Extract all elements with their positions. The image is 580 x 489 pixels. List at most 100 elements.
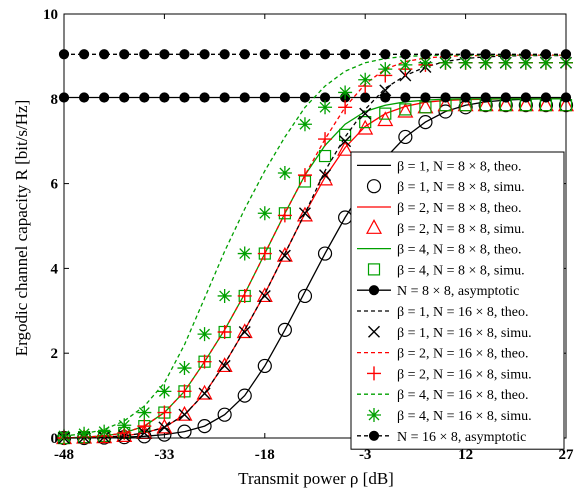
data-point	[276, 246, 293, 262]
legend-entry: β = 1, N = 16 × 8, theo.	[397, 305, 529, 320]
legend-entry: N = 16 × 8, asymptotic	[397, 430, 526, 445]
data-point	[400, 49, 411, 60]
data-point	[218, 359, 231, 372]
legend-marker	[367, 366, 381, 381]
legend-entry: β = 4, N = 16 × 8, theo.	[397, 388, 529, 403]
data-point	[238, 326, 251, 338]
data-point	[99, 49, 110, 60]
x-axis: -48 -33 -18 -3 12 27	[54, 14, 574, 463]
data-point	[460, 49, 471, 60]
data-point	[78, 92, 90, 103]
data-point	[297, 288, 313, 304]
data-point	[318, 132, 333, 147]
data-point	[197, 419, 212, 434]
legend-entry: β = 2, N = 8 × 8, theo.	[397, 201, 522, 216]
data-point	[319, 169, 332, 182]
data-point	[239, 49, 250, 60]
data-point	[179, 49, 190, 60]
data-point	[217, 407, 232, 422]
data-point	[159, 92, 170, 103]
data-point	[359, 107, 372, 120]
data-point	[196, 384, 213, 400]
data-point	[178, 408, 191, 421]
legend-entry: β = 2, N = 16 × 8, theo.	[397, 347, 529, 362]
data-point	[498, 55, 513, 70]
data-point	[197, 327, 212, 342]
data-point	[179, 92, 190, 103]
data-point	[520, 92, 531, 103]
data-point	[256, 287, 273, 303]
data-point	[156, 418, 173, 434]
data-point	[379, 107, 392, 120]
data-point	[380, 92, 391, 103]
data-point	[518, 55, 533, 70]
data-point	[119, 92, 130, 103]
legend-marker	[367, 408, 381, 422]
y-tick-label: 10	[43, 7, 58, 23]
data-point	[297, 117, 312, 132]
data-point	[236, 323, 253, 339]
x-axis-label: Transmit power ρ [dB]	[238, 469, 394, 488]
data-point	[237, 288, 252, 303]
data-point	[278, 249, 291, 262]
legend-entry: β = 4, N = 8 × 8, simu.	[397, 263, 525, 278]
data-point	[379, 84, 392, 97]
data-point	[117, 418, 132, 433]
x-tick-label: -48	[54, 447, 74, 463]
data-point	[319, 49, 331, 60]
data-point	[480, 92, 491, 103]
y-axis-label: Ergodic channel capacity R [bit/s/Hz]	[12, 100, 31, 357]
data-point	[139, 49, 150, 60]
data-point	[199, 49, 210, 60]
data-point	[338, 100, 353, 115]
data-point	[397, 102, 414, 118]
data-point	[257, 246, 272, 261]
data-point	[197, 354, 212, 369]
data-point	[440, 92, 451, 103]
data-point	[216, 357, 233, 373]
data-point	[399, 103, 412, 116]
data-point	[318, 100, 333, 115]
data-point	[438, 104, 453, 119]
legend-entry: β = 2, N = 8 × 8, simu.	[397, 222, 525, 237]
legend: β = 1, N = 8 × 8, theo. β = 1, N = 8 × 8,…	[350, 151, 565, 450]
series-8	[63, 54, 566, 439]
data-point	[299, 49, 311, 60]
data-point	[420, 49, 431, 60]
data-point	[337, 140, 354, 156]
data-point	[177, 361, 192, 376]
data-point	[480, 49, 491, 60]
data-point	[380, 49, 391, 60]
data-point	[520, 49, 531, 60]
data-point	[139, 92, 150, 103]
legend-marker	[367, 263, 381, 276]
data-point	[217, 288, 232, 303]
data-point	[157, 405, 172, 420]
axes-frame	[63, 13, 567, 439]
data-point	[398, 129, 413, 145]
data-point	[358, 72, 373, 87]
x-tick-label: -33	[154, 447, 174, 463]
data-point	[299, 92, 311, 103]
data-point	[297, 168, 312, 183]
data-point	[199, 92, 210, 103]
data-point	[279, 49, 290, 60]
data-point	[540, 92, 552, 103]
data-point	[217, 325, 232, 339]
data-point	[158, 421, 171, 434]
legend-entry: β = 1, N = 8 × 8, simu.	[397, 180, 525, 195]
data-point	[237, 388, 252, 403]
data-point	[339, 135, 352, 148]
legend-entry: β = 1, N = 16 × 8, simu.	[397, 326, 532, 341]
data-point	[538, 55, 553, 70]
y-tick-label: 0	[51, 431, 59, 447]
data-point	[279, 92, 290, 103]
legend-marker	[368, 325, 380, 338]
data-point	[360, 49, 371, 60]
legend-marker	[365, 219, 383, 234]
data-point	[258, 289, 271, 302]
data-point	[257, 206, 272, 221]
data-point	[398, 57, 413, 72]
x-tick-label: -3	[359, 447, 372, 463]
